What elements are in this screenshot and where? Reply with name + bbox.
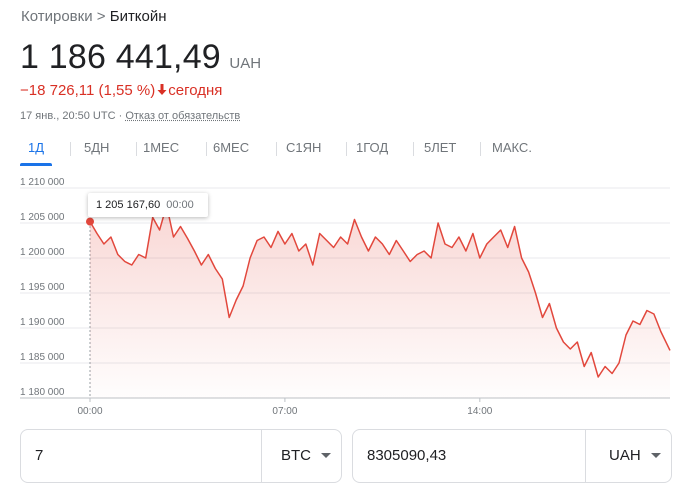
from-amount-input[interactable]	[35, 430, 185, 482]
quote-meta: 17 янв., 20:50 UTC · Отказ от обязательс…	[20, 110, 240, 122]
price-change: −18 726,11 (1,55 %) сегодня	[20, 82, 222, 99]
tab-5d[interactable]: 5ДН	[84, 140, 110, 155]
price-chart[interactable]: 1 180 000 1 185 000 1 190 000 1 195 000 1 20…	[0, 178, 690, 418]
x-tick-label: 07:00	[272, 406, 297, 417]
y-tick-label: 1 185 000	[20, 352, 65, 363]
quote-timestamp: 17 янв., 20:50 UTC ·	[20, 110, 126, 122]
tab-1y[interactable]: 1ГОД	[356, 140, 389, 155]
chart-tooltip: 1 205 167,60 00:00	[88, 193, 208, 217]
x-tick-label: 14:00	[467, 406, 492, 417]
y-tick-label: 1 190 000	[20, 317, 65, 328]
converter-divider	[261, 430, 262, 482]
tab-divider	[276, 142, 277, 156]
tab-divider	[70, 142, 71, 156]
chevron-down-icon	[650, 452, 661, 458]
tab-1d[interactable]: 1Д	[20, 140, 53, 166]
converter-from: BTC	[20, 429, 342, 483]
chevron-down-icon	[321, 452, 331, 458]
converter-divider	[585, 430, 586, 482]
y-tick-label: 1 195 000	[20, 282, 65, 293]
from-currency-select[interactable]: BTC	[281, 430, 331, 482]
tab-5y[interactable]: 5ЛЕТ	[424, 140, 457, 155]
change-period: сегодня	[168, 82, 223, 99]
current-price: 1 186 441,49	[20, 38, 221, 76]
range-tabs: 1Д 5ДН 1МЕС 6МЕС С1ЯН 1ГОД 5ЛЕТ МАКС.	[20, 140, 680, 166]
converter-to: UAH	[352, 429, 672, 483]
tab-6m[interactable]: 6МЕС	[213, 140, 250, 155]
breadcrumb: Котировки > Биткойн	[21, 8, 167, 25]
breadcrumb-parent-link[interactable]: Котировки	[21, 8, 93, 25]
price-row: 1 186 441,49 UAH	[20, 38, 261, 77]
tab-ytd[interactable]: С1ЯН	[286, 140, 322, 155]
tab-1m[interactable]: 1МЕС	[143, 140, 180, 155]
breadcrumb-separator: >	[92, 8, 110, 25]
change-value: −18 726,11 (1,55 %)	[20, 82, 156, 99]
tooltip-value: 1 205 167,60	[96, 199, 161, 211]
tab-max[interactable]: МАКС.	[492, 140, 532, 155]
y-tick-label: 1 205 000	[20, 212, 65, 223]
y-tick-label: 1 200 000	[20, 247, 65, 258]
disclaimer-link[interactable]: Отказ от обязательств	[125, 110, 241, 122]
price-point-marker	[86, 217, 94, 226]
to-currency-label: UAH	[609, 447, 641, 464]
from-currency-label: BTC	[281, 447, 311, 464]
tooltip-time: 00:00	[166, 199, 194, 211]
breadcrumb-current: Биткойн	[109, 8, 167, 25]
tab-divider	[136, 142, 137, 156]
tab-divider	[413, 142, 414, 156]
price-area-fill	[90, 205, 670, 398]
y-tick-label: 1 180 000	[20, 387, 65, 398]
price-currency: UAH	[229, 55, 262, 72]
to-currency-select[interactable]: UAH	[609, 430, 661, 482]
arrow-down-icon	[157, 82, 167, 99]
x-tick-label: 00:00	[77, 406, 102, 417]
y-tick-label: 1 210 000	[20, 178, 65, 188]
tab-divider	[480, 142, 481, 156]
tab-divider	[346, 142, 347, 156]
price-line	[89, 204, 671, 378]
tab-divider	[206, 142, 207, 156]
to-amount-input[interactable]	[367, 430, 517, 482]
